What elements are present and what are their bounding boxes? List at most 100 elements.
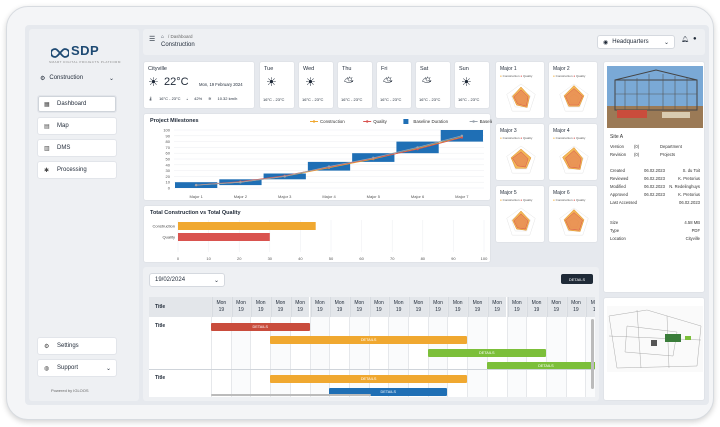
- sidebar-item-dashboard[interactable]: ▦ Dashboard: [37, 95, 117, 113]
- gantt-col-day: Mon: [354, 300, 365, 306]
- gantt-column-header: [251, 297, 271, 317]
- legend-marker: [366, 120, 369, 123]
- humidity-icon: 💧︎: [186, 96, 189, 101]
- gantt-col-date: 19: [356, 307, 363, 313]
- dashboard-icon: ▦: [44, 101, 50, 108]
- weather-day-card: Sat ⛅︎ 16°C - 23°C: [415, 61, 451, 109]
- weather-day-range: 16°C - 23°C: [302, 97, 324, 102]
- bell-icon[interactable]: 🔔︎: [681, 37, 689, 43]
- gantt-column-header: [231, 297, 251, 317]
- device-frame: SDP SMART DIGITAL PROJECTS PLATFORM ⚙ Co…: [6, 6, 714, 420]
- gantt-horizontal-scrollbar[interactable]: [211, 394, 371, 396]
- x-tick-label: 40: [298, 256, 303, 261]
- gantt-col-date: 19: [297, 307, 303, 313]
- sidebar-item-dms[interactable]: ▥ DMS: [37, 139, 117, 157]
- project-icon: ⚙: [40, 75, 46, 82]
- gantt-col-day: Mon: [374, 300, 384, 306]
- date-label: Last Accessed: [610, 200, 638, 205]
- y-tick-label: 10: [166, 180, 171, 185]
- radar-card: Major 3 ● Construction ● Quality: [495, 123, 545, 181]
- project-selector[interactable]: ⚙ Construction ⌄: [35, 71, 119, 85]
- radar-card: Major 1 ● Construction ● Quality: [495, 61, 545, 119]
- radar-title: Major 4: [553, 128, 570, 134]
- legend-label: Construction: [502, 74, 520, 78]
- site-photo: [607, 66, 703, 128]
- radar-grid: [559, 145, 589, 174]
- site-plan-panel[interactable]: [603, 297, 705, 401]
- location-selector[interactable]: ◉ Headquarters ⌄: [597, 35, 675, 49]
- legend-label: Quality: [523, 198, 533, 202]
- sidebar-item-map[interactable]: ▤ Map: [37, 117, 117, 135]
- gantt-col-day: Mon: [413, 300, 424, 306]
- gantt-col-day: Mon: [314, 300, 325, 306]
- weather-stats: 🌡︎ 16°C - 23°C 💧︎ 42% ≋ 10.32 km/h: [148, 96, 237, 101]
- radar-construction-area: [562, 147, 583, 170]
- legend-dot: ●: [520, 198, 523, 202]
- y-tick-label: 100: [163, 128, 170, 133]
- series-point: [283, 175, 286, 178]
- radar-grid: [511, 88, 531, 108]
- gantt-col-date: 19: [435, 307, 441, 313]
- x-tick-label: Major 4: [322, 194, 336, 199]
- weather-today: Cityville ☀ 22°C Mon, 19 February 2024 🌡…: [143, 61, 255, 109]
- gantt-column-header: [330, 297, 349, 317]
- gantt-task-bar[interactable]: DETAILS: [329, 388, 448, 396]
- series-point: [460, 136, 464, 139]
- gantt-col-day: Mon: [295, 300, 305, 306]
- menu-icon[interactable]: ☰: [149, 36, 156, 43]
- thermometer-icon: 🌡︎: [148, 96, 154, 101]
- gantt-date-picker[interactable]: 19/02/2024 ⌄: [149, 273, 225, 287]
- sidebar-item-processing[interactable]: ✱ Processing: [37, 161, 117, 179]
- field-label: Department: [660, 144, 682, 149]
- series-point: [194, 183, 198, 187]
- gantt-task-bar[interactable]: DETAILS: [270, 336, 468, 344]
- radar-legend: ● Construction ● Quality: [500, 74, 532, 78]
- page-title: Construction: [161, 42, 195, 48]
- weather-day-name: Thu: [342, 66, 352, 72]
- sidebar-item-label: Processing: [57, 167, 87, 173]
- gantt-vertical-scrollbar[interactable]: [591, 319, 594, 389]
- total-bar: [178, 233, 270, 241]
- location-value: Headquarters: [612, 39, 649, 45]
- file-label: Type: [610, 228, 620, 233]
- radar-title: Major 3: [500, 128, 517, 134]
- radar-legend: ● Construction ● Quality: [553, 74, 585, 78]
- infinity-icon: [50, 48, 70, 58]
- x-tick-label: 100: [481, 256, 488, 261]
- sidebar-item-settings[interactable]: ⚙ Settings: [37, 337, 117, 355]
- chevron-down-icon: ⌄: [663, 39, 669, 46]
- field-value: (0): [634, 152, 640, 157]
- total-bar: [178, 222, 316, 230]
- radar-title: Major 5: [500, 190, 517, 196]
- radar-legend: ● Construction ● Quality: [500, 198, 532, 202]
- breadcrumb-item[interactable]: Dashboard: [170, 34, 193, 39]
- weather-day-card: Thu ⛅︎ 16°C - 23°C: [337, 61, 373, 109]
- site-panel: Site A Version (0) Revision (0) Department Pr…: [603, 61, 705, 293]
- weather-day-range: 16°C - 23°C: [341, 97, 363, 102]
- gantt-date-value: 19/02/2024: [155, 277, 186, 283]
- site-name: Site A: [610, 134, 624, 140]
- radar-grid: [506, 207, 536, 236]
- legend-label: Construction: [555, 198, 573, 202]
- sidebar-item-label: Settings: [57, 343, 79, 349]
- details-button[interactable]: DETAILS: [561, 274, 593, 284]
- home-icon[interactable]: ⌂: [161, 34, 165, 40]
- weather-wind: 10.32 km/h: [217, 96, 238, 101]
- sidebar-item-support[interactable]: ◍ Support ⌄: [37, 359, 117, 377]
- radar-legend: ● Construction ● Quality: [553, 198, 585, 202]
- gantt-col-date: 19: [514, 307, 520, 313]
- legend-label: Construction: [502, 198, 520, 202]
- gantt-task-bar[interactable]: DETAILS: [486, 362, 595, 370]
- user-icon[interactable]: ●: [693, 36, 697, 42]
- gantt-task-bar[interactable]: DETAILS: [211, 323, 310, 331]
- gantt-task-bar[interactable]: DETAILS: [427, 349, 546, 357]
- x-tick-label: Major 6: [411, 194, 425, 199]
- gantt-column-header: [271, 297, 290, 317]
- gantt-task-bar[interactable]: DETAILS: [270, 375, 468, 383]
